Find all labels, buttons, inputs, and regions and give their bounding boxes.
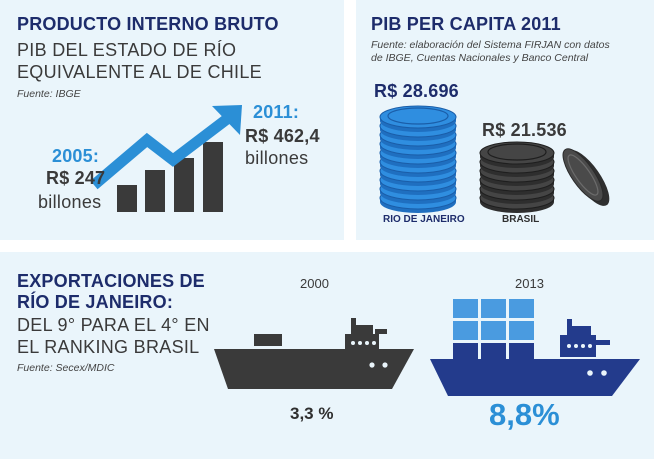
growth-bar-1 xyxy=(117,185,137,212)
year-2013: 2013 xyxy=(515,276,544,291)
exports-panel: EXPORTACIONES DE RÍO DE JANEIRO: DEL 9° … xyxy=(0,252,654,459)
exports-subtitle-2: EL RANKING BRASIL xyxy=(17,337,200,357)
gdp-value-2005: R$ 247 xyxy=(46,168,106,188)
growth-bar-2 xyxy=(145,170,165,212)
gdp-title: PRODUCTO INTERNO BRUTO xyxy=(17,14,279,34)
gdp-panel: PRODUCTO INTERNO BRUTO PIB DEL ESTADO DE… xyxy=(0,0,344,240)
exports-subtitle-1: DEL 9° PARA EL 4° EN xyxy=(17,315,210,335)
gdp-year-2011: 2011: xyxy=(253,102,300,122)
per-capita-source-1: Fuente: elaboración del Sistema FIRJAN c… xyxy=(371,39,610,51)
per-capita-title: PIB PER CAPITA 2011 xyxy=(371,14,561,34)
ships-icon xyxy=(214,299,640,396)
growth-bar-4 xyxy=(203,142,223,212)
exports-source: Fuente: Secex/MDIC xyxy=(17,362,115,374)
brasil-per-capita-value: R$ 21.536 xyxy=(482,120,567,140)
growth-bar-3 xyxy=(174,158,194,212)
ship-2013 xyxy=(430,299,640,396)
coin-stacks-icon xyxy=(379,105,610,213)
gdp-unit-2011: billones xyxy=(245,148,309,168)
brasil-label: BRASIL xyxy=(502,214,540,225)
brasil-coin-stack xyxy=(479,141,555,213)
gdp-unit-2005: billones xyxy=(38,192,102,212)
exports-title-1: EXPORTACIONES DE xyxy=(17,271,205,291)
gdp-value-2011: R$ 462,4 xyxy=(245,126,320,146)
year-2000: 2000 xyxy=(300,276,329,291)
gdp-subtitle-1: PIB DEL ESTADO DE RÍO xyxy=(17,40,237,60)
growth-arrow-line xyxy=(90,114,231,190)
container-stack xyxy=(453,299,534,340)
gdp-subtitle-2: EQUIVALENTE AL DE CHILE xyxy=(17,62,262,82)
tilted-coin xyxy=(562,148,610,206)
export-share-2000: 3,3 % xyxy=(290,404,334,423)
gdp-year-2005: 2005: xyxy=(52,146,100,166)
per-capita-panel: PIB PER CAPITA 2011 Fuente: elaboración … xyxy=(356,0,654,240)
gdp-source: Fuente: IBGE xyxy=(17,88,81,100)
growth-arrow-head xyxy=(212,105,242,135)
export-share-2013: 8,8% xyxy=(489,397,560,432)
rio-label: RIO DE JANEIRO xyxy=(383,214,465,225)
exports-title-2: RÍO DE JANEIRO: xyxy=(17,292,174,312)
growth-chart-icon xyxy=(90,105,242,212)
ship-2000 xyxy=(214,318,414,389)
rio-per-capita-value: R$ 28.696 xyxy=(374,81,459,101)
per-capita-source-2: de IBGE, Cuentas Nacionales y Banco Cent… xyxy=(371,52,589,64)
rio-coin-stack xyxy=(379,105,457,213)
